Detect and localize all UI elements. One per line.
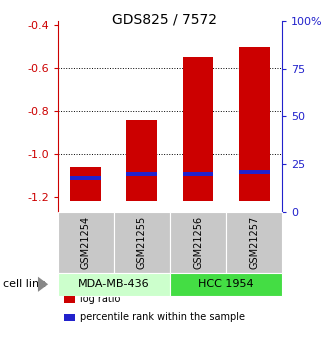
Bar (182, 172, 214, 176)
Bar (126, 172, 157, 176)
Text: MDA-MB-436: MDA-MB-436 (78, 279, 150, 289)
Bar (182, 57, 214, 201)
Text: log ratio: log ratio (80, 295, 120, 304)
Text: cell line: cell line (3, 279, 46, 289)
Text: percentile rank within the sample: percentile rank within the sample (80, 313, 245, 322)
Text: GSM21255: GSM21255 (137, 216, 147, 269)
Text: GDS825 / 7572: GDS825 / 7572 (113, 12, 217, 26)
Bar (126, 120, 157, 201)
Bar (239, 170, 270, 174)
Text: HCC 1954: HCC 1954 (198, 279, 254, 289)
Bar (70, 176, 101, 180)
Bar (239, 47, 270, 201)
Text: GSM21254: GSM21254 (81, 216, 91, 269)
Bar (70, 167, 101, 201)
Text: GSM21257: GSM21257 (249, 216, 259, 269)
Text: GSM21256: GSM21256 (193, 216, 203, 269)
